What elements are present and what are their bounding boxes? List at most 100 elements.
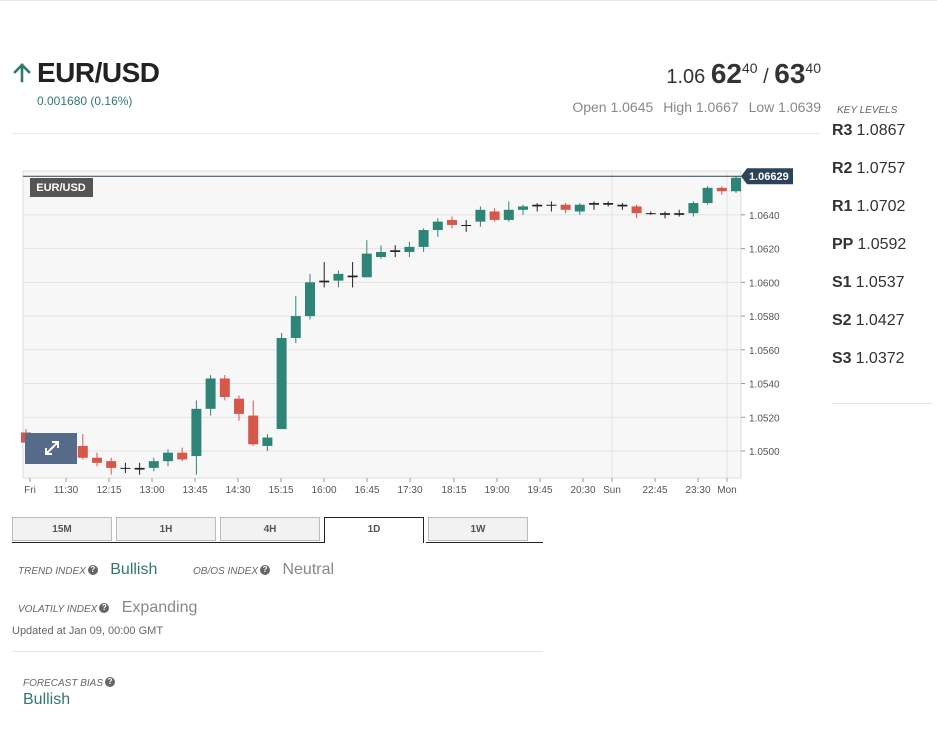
price-tag: 1.06629 bbox=[741, 168, 793, 185]
bid-sup: 40 bbox=[742, 60, 758, 76]
tab-15m[interactable]: 15M bbox=[12, 517, 112, 541]
volatility-index-label: VOLATILY INDEX bbox=[18, 604, 98, 615]
candle-body bbox=[617, 204, 628, 207]
candle-body bbox=[248, 415, 259, 445]
x-tick-label: 16:45 bbox=[354, 485, 379, 496]
low-price: Low 1.0639 bbox=[748, 99, 821, 115]
high-price: High 1.0667 bbox=[663, 99, 739, 115]
level-value: 1.0592 bbox=[857, 236, 907, 253]
candle-body bbox=[731, 177, 741, 192]
forecast-bias-value: Bullish bbox=[23, 691, 71, 708]
candle-body bbox=[290, 316, 301, 338]
help-icon[interactable]: ? bbox=[99, 602, 110, 613]
tab-underline-right bbox=[426, 542, 543, 543]
candle-body bbox=[574, 204, 585, 212]
forecast-bias-label: FORECAST BIAS bbox=[23, 678, 104, 689]
candle-body bbox=[205, 378, 216, 409]
trend-index-value: Bullish bbox=[110, 561, 158, 578]
open-price: Open 1.0645 bbox=[572, 99, 654, 115]
y-tick-label: 1.0600 bbox=[749, 278, 780, 289]
candle-body bbox=[716, 187, 727, 192]
candle-body bbox=[518, 206, 528, 210]
candle-body bbox=[674, 213, 685, 215]
candle-body bbox=[77, 445, 88, 458]
y-axis-ticks: 1.0640 1.0620 1.0600 1.0580 1.0560 1.0540 1.05… bbox=[741, 211, 780, 458]
level-value: 1.0702 bbox=[856, 198, 906, 215]
level-value: 1.0427 bbox=[855, 312, 905, 329]
candle-body bbox=[361, 253, 372, 278]
ask-big: 63 bbox=[774, 58, 806, 89]
candle-body bbox=[603, 203, 614, 205]
x-tick-label: 13:00 bbox=[139, 485, 164, 496]
tab-1w[interactable]: 1W bbox=[428, 517, 528, 541]
candle-body bbox=[333, 273, 344, 281]
x-tick-label: 13:45 bbox=[182, 485, 207, 496]
y-tick-label: 1.0560 bbox=[749, 346, 780, 357]
obos-index-label: OB/OS INDEX bbox=[193, 566, 259, 577]
y-tick-label: 1.0620 bbox=[749, 245, 780, 256]
candle-body bbox=[390, 250, 401, 252]
level-label: S2 bbox=[832, 312, 852, 329]
help-icon[interactable]: ? bbox=[105, 676, 116, 687]
tab-1d[interactable]: 1D bbox=[324, 517, 424, 543]
key-level-r1: R1 1.0702 bbox=[832, 198, 905, 216]
level-value: 1.0757 bbox=[856, 160, 906, 177]
x-tick-label: 15:15 bbox=[268, 485, 293, 496]
tab-4h[interactable]: 4H bbox=[220, 517, 320, 541]
trend-index-label: TREND INDEX bbox=[18, 566, 86, 577]
expand-icon[interactable] bbox=[45, 441, 59, 455]
arrow-up-icon bbox=[13, 63, 31, 83]
candle-body bbox=[262, 437, 273, 446]
price-chart[interactable]: EUR/USD 1.06401.06201.06001.05801.05601.… bbox=[0, 160, 800, 500]
candle-body bbox=[447, 219, 457, 225]
candle-body bbox=[92, 457, 102, 463]
level-label: PP bbox=[832, 236, 854, 253]
bid-big: 62 bbox=[710, 58, 742, 89]
level-label: R3 bbox=[832, 122, 853, 139]
candle-body bbox=[305, 282, 315, 317]
trend-index: TREND INDEX? Bullish bbox=[18, 561, 157, 579]
x-tick-label: 12:15 bbox=[96, 485, 121, 496]
level-value: 1.0537 bbox=[855, 274, 905, 291]
top-divider bbox=[0, 0, 937, 1]
tab-1h[interactable]: 1H bbox=[116, 517, 216, 541]
x-tick-label: 16:00 bbox=[311, 485, 336, 496]
candle-body bbox=[134, 467, 145, 470]
x-tick-label: 19:45 bbox=[527, 485, 552, 496]
candle-body bbox=[432, 221, 443, 231]
key-levels-divider bbox=[832, 403, 932, 404]
key-level-s3: S3 1.0372 bbox=[832, 350, 905, 368]
x-tick-label: 20:30 bbox=[570, 485, 595, 496]
volatility-index: VOLATILY INDEX? Expanding bbox=[18, 599, 197, 617]
candle-body bbox=[404, 246, 415, 252]
y-tick-label: 1.0640 bbox=[749, 211, 780, 222]
help-icon[interactable]: ? bbox=[87, 564, 98, 575]
plot-area bbox=[22, 170, 742, 479]
price-change: 0.001680 (0.16%) bbox=[37, 94, 133, 108]
x-tick-label: 23:30 bbox=[685, 485, 710, 496]
candle-body bbox=[120, 467, 131, 469]
candle-body bbox=[503, 209, 514, 220]
forecast-bias: FORECAST BIAS? bbox=[23, 673, 116, 691]
bid-prefix: 1.06 bbox=[666, 66, 706, 88]
forecast-divider bbox=[12, 651, 543, 652]
ask-sup: 40 bbox=[805, 60, 821, 76]
key-level-s1: S1 1.0537 bbox=[832, 274, 905, 292]
candle-body bbox=[489, 211, 500, 220]
candle-body bbox=[475, 209, 486, 222]
candle-body bbox=[631, 206, 642, 214]
candle-body bbox=[191, 408, 202, 457]
candle-body bbox=[688, 203, 699, 214]
level-label: R2 bbox=[832, 160, 853, 177]
candle-body bbox=[532, 204, 543, 207]
candle-body bbox=[234, 398, 244, 414]
obos-index: OB/OS INDEX? Neutral bbox=[193, 561, 334, 579]
key-level-pp: PP 1.0592 bbox=[832, 236, 906, 254]
candle-body bbox=[219, 378, 230, 398]
y-tick-label: 1.0540 bbox=[749, 380, 780, 391]
help-icon[interactable]: ? bbox=[260, 564, 271, 575]
x-tick-label: 18:15 bbox=[441, 485, 466, 496]
expand-chart-button[interactable] bbox=[25, 433, 77, 464]
symbol-tag: EUR/USD bbox=[30, 178, 93, 197]
price-tag-bg bbox=[741, 168, 793, 185]
